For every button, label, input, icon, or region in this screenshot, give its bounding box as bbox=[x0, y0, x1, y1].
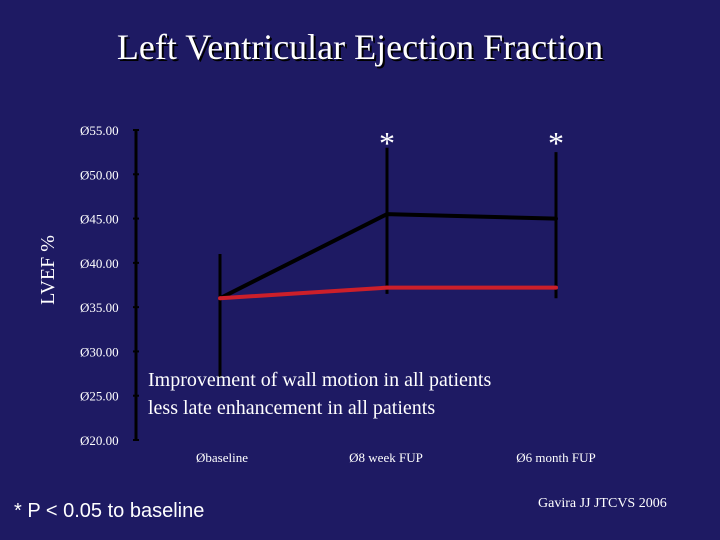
data-point-0-2 bbox=[554, 216, 558, 221]
y-tick-label-2: Ø45.00 bbox=[80, 212, 119, 227]
data-point-0-1 bbox=[385, 212, 389, 217]
y-tick-label-1: Ø50.00 bbox=[80, 167, 119, 182]
significance-marker-2: * bbox=[548, 125, 564, 161]
x-tick-label-2: Ø6 month FUP bbox=[516, 450, 595, 465]
x-tick-label-0: Øbaseline bbox=[196, 450, 248, 465]
data-point-1-2 bbox=[554, 285, 558, 290]
y-tick-label-7: Ø20.00 bbox=[80, 433, 119, 448]
data-point-1-0 bbox=[218, 296, 222, 301]
y-tick-label-0: Ø55.00 bbox=[80, 123, 119, 138]
citation: Gavira JJ JTCVS 2006 bbox=[538, 496, 667, 511]
annotation-1: less late enhancement in all patients bbox=[148, 397, 435, 419]
slide-title: Left Ventricular Ejection Fraction bbox=[116, 27, 604, 67]
footnote: * P < 0.05 to baseline bbox=[14, 500, 205, 522]
y-tick-label-4: Ø35.00 bbox=[80, 300, 119, 315]
y-axis-title: LVEF % bbox=[37, 235, 59, 305]
series-layer bbox=[218, 147, 558, 378]
y-tick-label-6: Ø25.00 bbox=[80, 389, 119, 404]
data-point-1-1 bbox=[385, 285, 389, 290]
x-tick-label-1: Ø8 week FUP bbox=[349, 450, 423, 465]
y-tick-label-5: Ø30.00 bbox=[80, 344, 119, 359]
label-layer: Ø55.00 Ø50.00 Ø45.00 Ø40.00 Ø35.00 Ø30.00 Ø25.… bbox=[37, 123, 596, 465]
annotation-0: Improvement of wall motion in all patien… bbox=[148, 369, 491, 391]
significance-marker-1: * bbox=[379, 125, 395, 161]
y-tick-label-3: Ø40.00 bbox=[80, 256, 119, 271]
axis-layer bbox=[133, 129, 139, 441]
